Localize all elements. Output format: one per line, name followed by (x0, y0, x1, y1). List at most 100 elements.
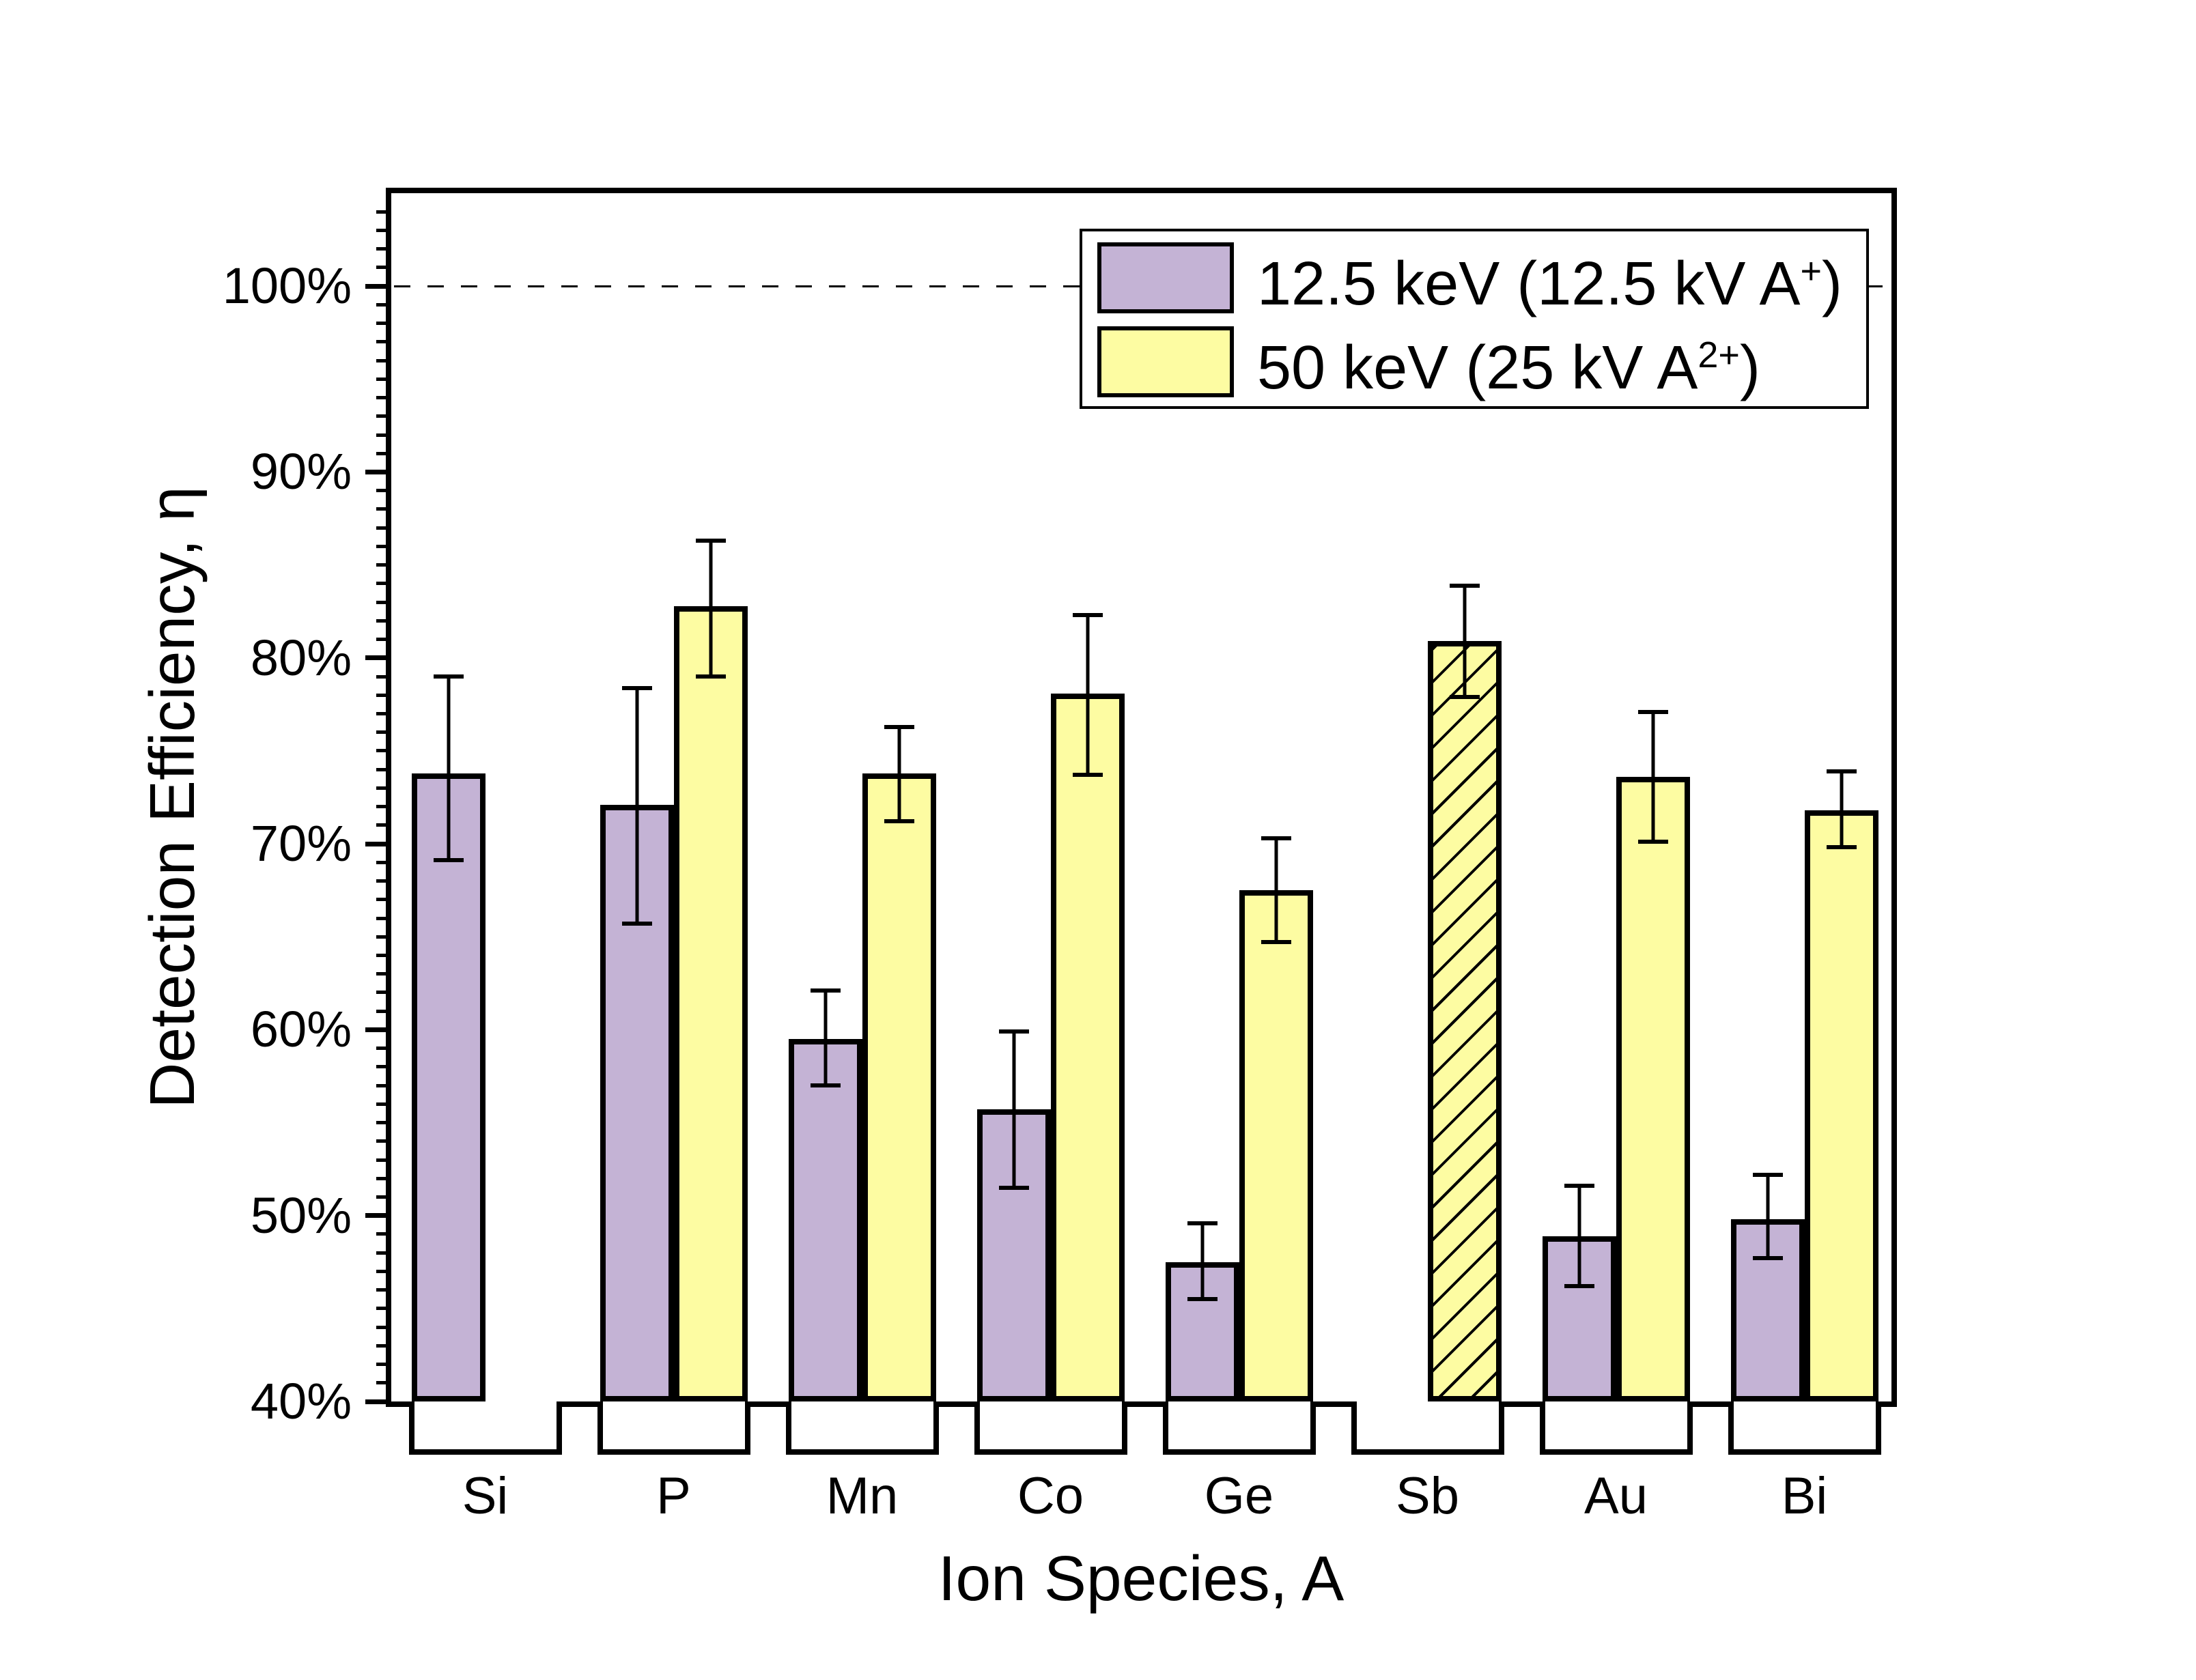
y-minor-tick (376, 1010, 391, 1013)
bar-Au-12.5keV (1542, 1236, 1616, 1401)
y-minor-tick (376, 601, 391, 604)
bar-Bi-50keV (1804, 810, 1878, 1401)
error-bar-Au-50keV (1637, 710, 1668, 844)
y-minor-tick (376, 1102, 391, 1106)
y-minor-tick (376, 1177, 391, 1180)
y-tick-label: 80% (250, 629, 352, 686)
legend: 12.5 keV (12.5 kV A+) 50 keV (25 kV A2+) (1080, 229, 1869, 409)
category-label-Si: Si (462, 1467, 509, 1525)
y-minor-tick (376, 954, 391, 957)
y-minor-tick (376, 545, 391, 548)
y-minor-tick (376, 1139, 391, 1143)
category-label-Au: Au (1584, 1467, 1648, 1525)
category-label-P: P (656, 1467, 691, 1525)
y-minor-tick (376, 1307, 391, 1310)
y-minor-tick (376, 1326, 391, 1329)
y-minor-tick (376, 322, 391, 325)
y-minor-tick (376, 210, 391, 214)
y-minor-tick (376, 1288, 391, 1292)
category-label-Ge: Ge (1204, 1467, 1274, 1525)
y-minor-tick (376, 359, 391, 362)
bar-Si-12.5keV (411, 773, 485, 1401)
legend-label-12-5kev: 12.5 keV (12.5 kV A+) (1257, 250, 1843, 318)
y-minor-tick (376, 898, 391, 901)
y-minor-tick (376, 433, 391, 437)
y-minor-tick (376, 917, 391, 920)
y-minor-tick (376, 1047, 391, 1050)
y-minor-tick (376, 1381, 391, 1384)
y-tick-label: 90% (250, 443, 352, 500)
y-minor-tick (376, 730, 391, 734)
category-box-Ge (1162, 1401, 1316, 1455)
y-minor-tick (376, 229, 391, 232)
bar-Sb-50keV (1427, 641, 1502, 1401)
error-bar-Si-12.5keV (433, 674, 464, 863)
y-minor-tick (376, 1344, 391, 1348)
bar-Mn-12.5keV (788, 1039, 862, 1401)
error-bar-Co-50keV (1072, 613, 1103, 778)
error-bar-Ge-12.5keV (1187, 1221, 1217, 1301)
bar-Ge-50keV (1239, 890, 1313, 1401)
y-axis-title: Detection Efficiency, η (137, 486, 208, 1109)
error-bar-P-50keV (695, 539, 726, 679)
legend-row-50kev: 50 keV (25 kV A2+) (1097, 319, 1859, 403)
y-minor-tick (376, 694, 391, 697)
error-bar-Mn-50keV (884, 724, 914, 824)
y-minor-tick (376, 712, 391, 715)
y-major-tick (365, 470, 391, 474)
category-box-Si (408, 1401, 562, 1455)
y-minor-tick (376, 823, 391, 827)
y-minor-tick (376, 563, 391, 567)
y-minor-tick (376, 879, 391, 883)
error-bar-Ge-50keV (1261, 836, 1291, 945)
legend-swatch-yellow (1097, 326, 1234, 397)
y-tick-label: 40% (250, 1373, 352, 1429)
bar-P-50keV (673, 606, 748, 1401)
bar-Co-50keV (1050, 693, 1125, 1401)
plot-frame (386, 188, 1897, 1407)
category-box-Mn (785, 1401, 939, 1455)
bar-Mn-50keV (862, 773, 936, 1401)
y-major-tick (365, 1399, 391, 1404)
y-minor-tick (376, 414, 391, 418)
y-tick-label: 60% (250, 1001, 352, 1057)
legend-swatch-purple (1097, 242, 1234, 313)
y-minor-tick (376, 675, 391, 679)
y-major-tick (365, 284, 391, 289)
category-label-Bi: Bi (1781, 1467, 1828, 1525)
legend-label-50kev: 50 keV (25 kV A2+) (1257, 334, 1760, 402)
y-minor-tick (376, 1232, 391, 1236)
y-minor-tick (376, 526, 391, 530)
y-minor-tick (376, 1251, 391, 1255)
y-major-tick (365, 1213, 391, 1218)
error-bar-Au-12.5keV (1564, 1184, 1594, 1288)
y-minor-tick (376, 489, 391, 492)
y-minor-tick (376, 786, 391, 790)
y-minor-tick (376, 1065, 391, 1068)
y-minor-tick (376, 805, 391, 808)
category-label-Co: Co (1017, 1467, 1084, 1525)
y-minor-tick (376, 1270, 391, 1273)
y-minor-tick (376, 452, 391, 455)
category-box-Au (1539, 1401, 1693, 1455)
legend-row-12-5kev: 12.5 keV (12.5 kV A+) (1097, 236, 1859, 319)
error-bar-Sb-50keV (1449, 583, 1480, 699)
y-minor-tick (376, 378, 391, 381)
y-minor-tick (376, 861, 391, 864)
y-minor-tick (376, 1363, 391, 1366)
y-tick-label: 50% (250, 1187, 352, 1244)
error-bar-Bi-12.5keV (1752, 1173, 1783, 1261)
y-major-tick (365, 842, 391, 846)
y-minor-tick (376, 619, 391, 623)
y-minor-tick (376, 1121, 391, 1124)
category-box-P (597, 1401, 750, 1455)
y-tick-label: 70% (250, 815, 352, 872)
y-minor-tick (376, 340, 391, 343)
y-minor-tick (376, 1195, 391, 1199)
error-bar-P-12.5keV (621, 685, 652, 926)
y-minor-tick (376, 507, 391, 511)
error-bar-Co-12.5keV (998, 1029, 1029, 1190)
y-minor-tick (376, 1084, 391, 1087)
category-label-Mn: Mn (826, 1467, 899, 1525)
